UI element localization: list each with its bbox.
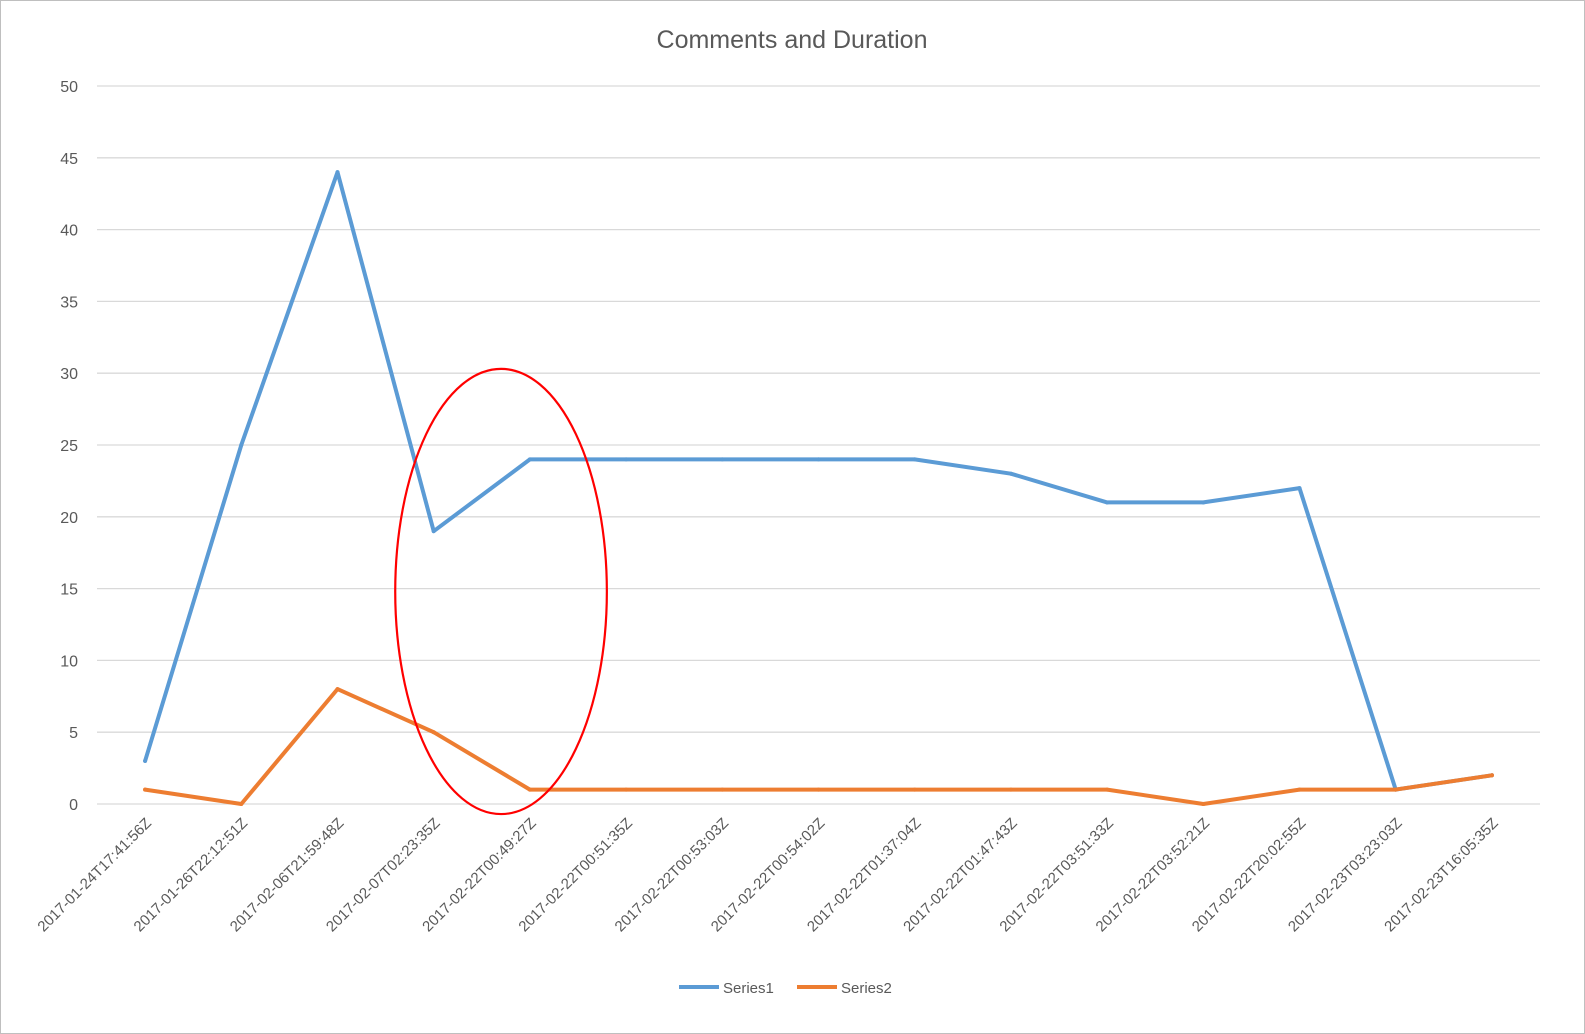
data-point [1201, 802, 1206, 806]
y-tick-label: 15 [60, 582, 78, 599]
chart-title: Comments and Duration [657, 26, 928, 54]
data-point [816, 457, 821, 462]
y-tick-label: 20 [60, 510, 78, 527]
legend: Series1 Series2 [679, 980, 892, 997]
annotation [394, 367, 608, 816]
series-lines [143, 170, 1494, 806]
y-tick-label: 40 [60, 223, 78, 240]
annotation-ellipse [394, 367, 608, 816]
data-point [431, 730, 436, 735]
data-point [239, 802, 244, 806]
data-point [816, 787, 821, 792]
gridlines [97, 85, 1540, 805]
data-point [1008, 787, 1013, 792]
x-axis-ticks: 2017-01-24T17:41:56Z2017-01-26T22:12:51Z… [34, 815, 1501, 936]
data-point [527, 787, 532, 792]
y-tick-label: 0 [69, 797, 78, 814]
legend-label: Series2 [841, 980, 892, 997]
series-line-2 [143, 687, 1494, 806]
data-point [1297, 787, 1302, 792]
y-tick-label: 35 [60, 294, 78, 311]
data-point [527, 457, 532, 462]
data-point [624, 457, 629, 462]
data-point [912, 787, 917, 792]
data-point [1008, 471, 1013, 476]
data-point [239, 443, 244, 447]
series-line-1 [143, 170, 1494, 792]
data-point [143, 787, 148, 792]
data-point [1393, 787, 1398, 792]
data-point [431, 529, 436, 534]
data-point [335, 687, 340, 692]
data-point [335, 170, 340, 175]
data-point [1201, 500, 1206, 505]
data-point [143, 758, 148, 763]
data-point [1105, 787, 1110, 792]
data-point [720, 787, 725, 792]
y-tick-label: 10 [60, 653, 78, 670]
data-point [1105, 500, 1110, 505]
data-point [1297, 486, 1302, 491]
data-point [912, 457, 917, 462]
y-axis-ticks: 0 5 10 15 20 25 30 35 40 45 50 [60, 79, 78, 814]
y-tick-label: 5 [69, 725, 78, 742]
y-tick-label: 50 [60, 79, 78, 96]
data-point [720, 457, 725, 462]
y-tick-label: 30 [60, 366, 78, 383]
y-tick-label: 45 [60, 151, 78, 168]
legend-label: Series1 [723, 980, 774, 997]
data-point [624, 787, 629, 792]
y-tick-label: 25 [60, 438, 78, 455]
data-point [1489, 773, 1494, 778]
